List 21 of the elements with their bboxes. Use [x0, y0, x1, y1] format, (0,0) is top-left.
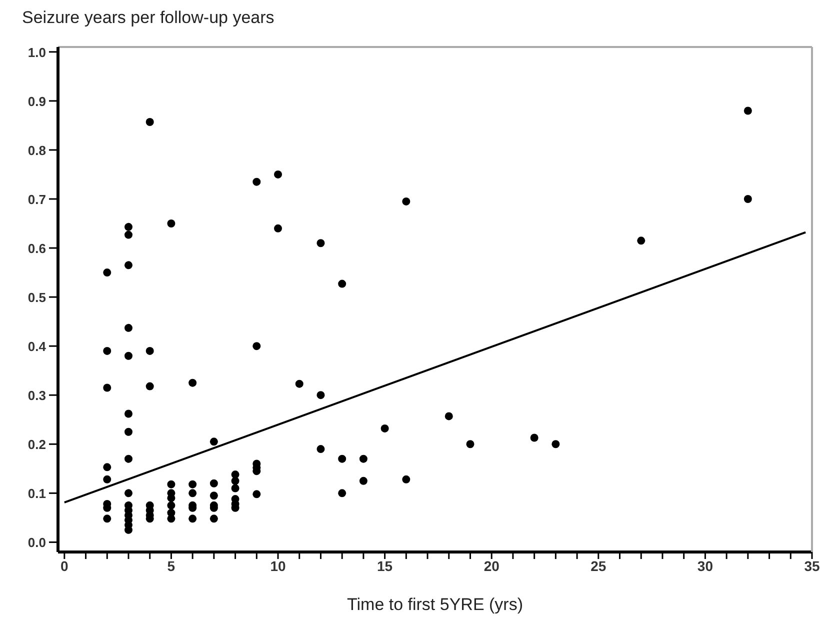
y-tick-label: 0.2	[28, 437, 46, 452]
x-tick-label: 20	[484, 558, 500, 574]
y-tick-label: 0.0	[28, 535, 46, 550]
x-tick-label: 25	[590, 558, 606, 574]
x-tick-label: 15	[377, 558, 393, 574]
x-tick-label: 0	[60, 558, 69, 574]
y-tick-label: 0.4	[28, 339, 47, 354]
x-tick-label: 35	[804, 558, 820, 574]
y-tick-label: 1.0	[28, 44, 46, 60]
x-axis-title: Time to first 5YRE (yrs)	[347, 595, 523, 614]
y-tick-label: 0.1	[28, 486, 46, 502]
x-tick-label: 10	[270, 558, 286, 574]
y-tick-label: 0.5	[28, 290, 46, 306]
x-tick-label: 5	[167, 558, 176, 574]
x-tick-label: 30	[697, 558, 714, 574]
y-axis-title: Seizure years per follow-up years	[22, 8, 274, 28]
y-tick-label: 0.6	[28, 241, 46, 256]
y-tick-label: 0.8	[28, 142, 46, 158]
y-tick-label: 0.7	[28, 192, 46, 207]
y-tick-label: 0.3	[28, 388, 46, 404]
y-tick-label: 0.9	[28, 94, 46, 109]
